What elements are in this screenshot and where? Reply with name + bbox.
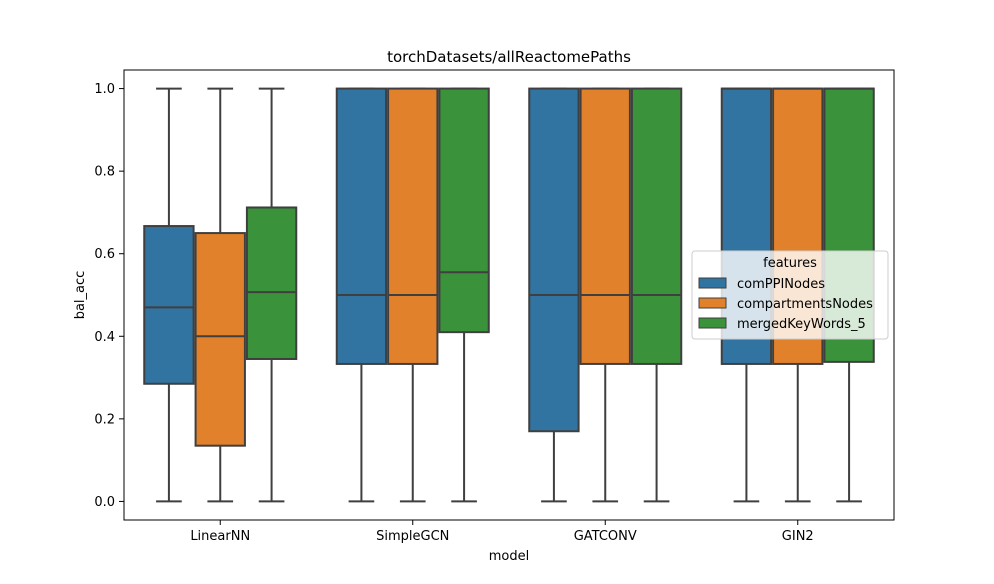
box-plot-LinearNN-compartmentsNodes [194, 87, 246, 503]
y-tick-label: 0.2 [94, 412, 115, 427]
box-plot-LinearNN-mergedKeyWords_5 [245, 87, 298, 503]
legend: features comPPINodes compartmentsNodes merg… [691, 250, 889, 340]
legend-title: features [763, 256, 817, 271]
legend-frame [691, 250, 889, 340]
box-plot-LinearNN-comPPINodes [143, 87, 195, 503]
legend-label-compartmentsNodes: compartmentsNodes [737, 297, 873, 312]
box-iqr [245, 206, 298, 360]
legend-label-comPPINodes: comPPINodes [737, 277, 825, 292]
box-iqr [387, 87, 439, 365]
legend-swatch-compartmentsNodes [698, 297, 727, 309]
chart-title: torchDatasets/allReactomePaths [387, 48, 631, 66]
box-iqr [438, 87, 490, 334]
y-tick-label: 0.6 [94, 247, 115, 262]
y-tick-label: 0.8 [94, 165, 115, 180]
box-iqr [143, 225, 195, 385]
box-plot-GATCONV-comPPINodes [528, 87, 580, 503]
x-tick-label: GATCONV [574, 529, 637, 544]
x-tick-label: LinearNN [190, 529, 250, 544]
box-iqr [579, 87, 631, 365]
box-iqr [335, 87, 388, 365]
plot-frame [123, 69, 895, 521]
box-plot-SimpleGCN-comPPINodes [335, 87, 388, 503]
x-tick-label: SimpleGCN [376, 529, 449, 544]
axes-layer: 0.0 0.2 0.4 0.6 0.8 1.0 LinearNN SimpleGCN GATCO… [94, 69, 895, 544]
box-plot-SimpleGCN-mergedKeyWords_5 [438, 87, 490, 503]
y-tick-label: 1.0 [94, 82, 115, 97]
legend-swatch-mergedKeyWords_5 [698, 317, 727, 329]
x-tick-label: GIN2 [782, 529, 814, 544]
legend-swatch-comPPINodes [698, 277, 727, 289]
boxes-layer [143, 87, 875, 503]
box-iqr [194, 232, 246, 447]
box-iqr [528, 87, 580, 433]
box-plot-GATCONV-mergedKeyWords_5 [630, 87, 683, 503]
box-iqr [630, 87, 683, 365]
legend-label-mergedKeyWords_5: mergedKeyWords_5 [737, 317, 866, 332]
y-tick-label: 0.4 [94, 330, 115, 345]
x-axis-label: model [489, 549, 529, 564]
box-plot-SimpleGCN-compartmentsNodes [387, 87, 439, 503]
y-tick-label: 0.0 [94, 495, 115, 510]
y-axis-label: bal_acc [73, 271, 88, 320]
box-plot-GATCONV-compartmentsNodes [579, 87, 631, 503]
